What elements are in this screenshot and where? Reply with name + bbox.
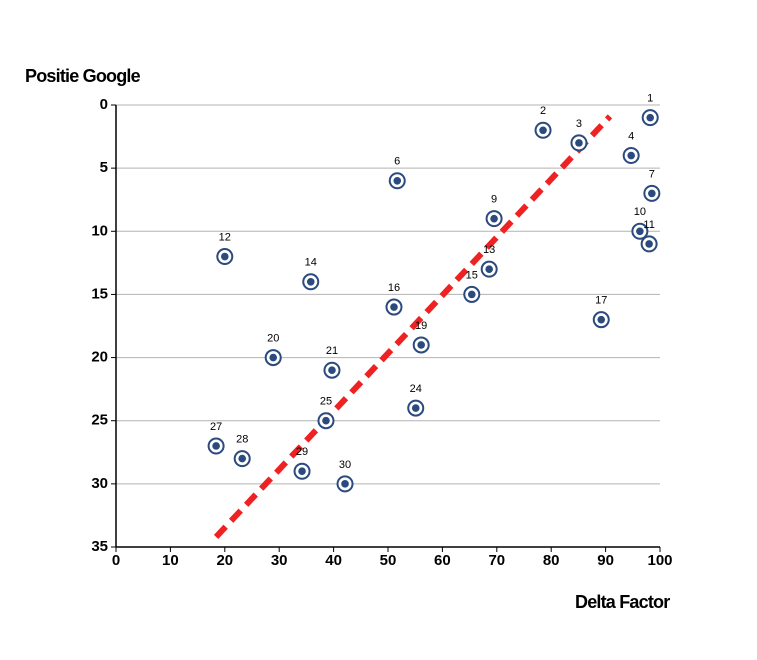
- point-label: 4: [628, 130, 634, 142]
- point-core: [539, 126, 547, 135]
- y-tick-label: 10: [91, 222, 108, 239]
- y-tick-label: 0: [100, 96, 108, 113]
- x-tick-label: 0: [112, 552, 120, 569]
- point-core: [646, 113, 655, 122]
- x-axis-title: Delta Factor: [575, 592, 670, 612]
- point-core: [648, 189, 656, 198]
- y-tick-label: 30: [91, 475, 108, 492]
- point-core: [298, 467, 306, 476]
- point-label: 17: [595, 295, 607, 307]
- point-core: [490, 214, 498, 223]
- point-core: [328, 366, 336, 375]
- point-label: 7: [649, 168, 655, 180]
- point-core: [341, 480, 349, 488]
- point-core: [627, 151, 635, 160]
- point-label: 10: [634, 206, 646, 218]
- x-tick-label: 40: [325, 552, 342, 569]
- x-tick-label: 50: [380, 552, 397, 569]
- point-label: 16: [388, 282, 400, 294]
- point-core: [411, 404, 420, 412]
- point-label: 6: [394, 156, 400, 168]
- x-tick-label: 70: [488, 552, 505, 569]
- x-tick-label: 10: [162, 552, 179, 569]
- point-core: [390, 303, 398, 311]
- point-label: 28: [236, 434, 248, 446]
- point-core: [636, 227, 644, 236]
- point-label: 2: [540, 105, 546, 117]
- point-core: [393, 176, 402, 185]
- point-core: [467, 290, 476, 299]
- point-core: [575, 139, 583, 147]
- point-label: 20: [267, 332, 279, 344]
- point-label: 15: [466, 269, 478, 281]
- point-label: 24: [410, 383, 422, 395]
- point-label: 29: [296, 446, 308, 458]
- point-core: [212, 442, 220, 450]
- point-label: 12: [219, 231, 231, 243]
- point-core: [322, 416, 330, 425]
- point-label: 25: [320, 396, 332, 408]
- point-label: 14: [305, 257, 317, 269]
- point-core: [306, 278, 315, 286]
- point-core: [221, 252, 229, 261]
- trend-line: [213, 114, 613, 539]
- x-tick-label: 90: [597, 552, 614, 569]
- point-label: 13: [483, 244, 495, 256]
- point-label: 27: [210, 421, 222, 433]
- y-axis-title: Positie Google: [25, 66, 141, 86]
- point-label: 19: [415, 320, 427, 332]
- y-tick-label: 20: [91, 349, 108, 366]
- x-tick-label: 60: [434, 552, 451, 569]
- point-core: [597, 315, 606, 324]
- y-tick-label: 35: [91, 538, 108, 555]
- point-core: [238, 454, 247, 463]
- x-tick-label: 30: [271, 552, 288, 569]
- y-tick-label: 15: [91, 285, 108, 302]
- x-tick-label: 80: [543, 552, 560, 569]
- point-label: 11: [643, 219, 654, 231]
- point-label: 9: [491, 194, 497, 206]
- point-label: 1: [647, 93, 653, 105]
- point-label: 3: [576, 118, 582, 130]
- x-tick-label: 100: [647, 552, 672, 569]
- point-core: [269, 353, 278, 362]
- point-core: [417, 341, 425, 349]
- y-tick-label: 25: [91, 412, 108, 429]
- x-tick-label: 20: [216, 552, 233, 569]
- point-core: [645, 240, 653, 248]
- point-core: [485, 265, 493, 273]
- y-tick-label: 5: [100, 159, 108, 176]
- point-label: 21: [326, 345, 338, 357]
- point-label: 30: [339, 459, 351, 471]
